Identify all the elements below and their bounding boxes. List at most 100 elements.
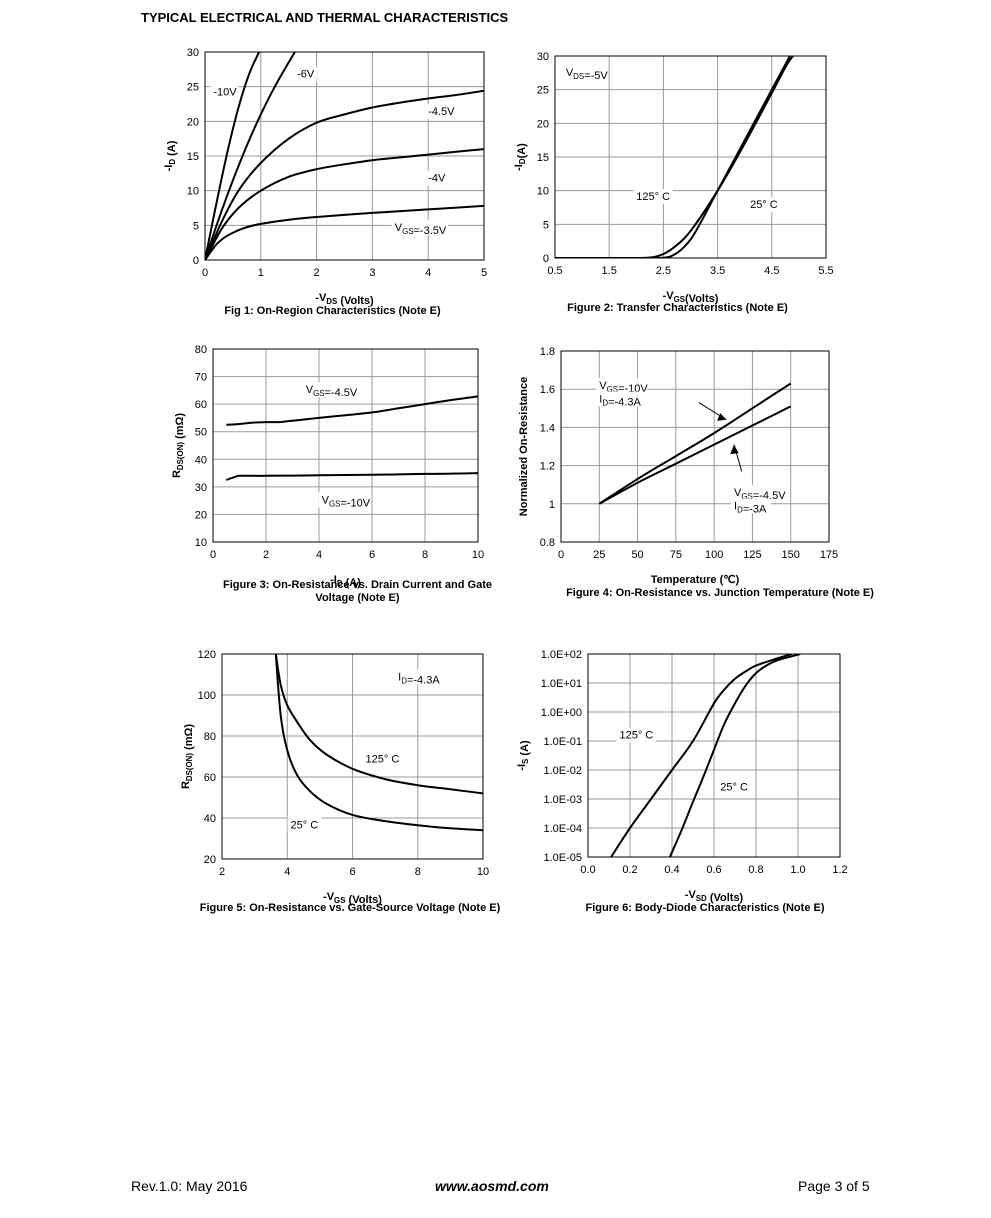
x-tick-label: 0.2 (622, 864, 637, 876)
y-tick-label: 1.2 (540, 461, 555, 473)
y-tick-label: 20 (537, 118, 549, 130)
y-tick-label: 70 (195, 372, 207, 384)
y-axis-label: -IS (A) (516, 740, 531, 771)
annotation-label: -10V (213, 87, 237, 99)
x-tick-label: 1.5 (602, 265, 617, 277)
series-line (205, 52, 261, 260)
annotation-label: VGS=-10V (322, 494, 371, 509)
annotation-label: 125° C (636, 191, 670, 203)
y-tick-label: 5 (193, 220, 199, 232)
annotation-label: -4V (428, 173, 446, 185)
series-line (274, 654, 483, 795)
y-axis-label: Normalized On-Resistance (518, 377, 530, 516)
x-tick-label: 5.5 (818, 265, 833, 277)
plot-frame (204, 51, 485, 261)
x-tick-label: 125 (743, 549, 761, 561)
plot-frame (587, 653, 841, 858)
annotation-label: ID=-4.3A (599, 394, 641, 409)
y-tick-label: 1.0E+02 (541, 649, 582, 661)
annotation-box (294, 66, 317, 82)
x-tick-label: 4.5 (764, 265, 779, 277)
annotation-box (633, 189, 673, 205)
x-tick-label: 10 (472, 549, 484, 561)
x-axis-label: -VGS(Volts) (663, 290, 719, 305)
x-axis-label: -VGS (Volts) (323, 891, 382, 906)
annotation-label: VGS=-4.5V (306, 384, 358, 399)
y-axis-label: RDS(ON) (mΩ) (171, 413, 186, 478)
annotation-box (596, 391, 648, 407)
series-line (274, 654, 483, 832)
fig5-caption: Figure 5: On-Resistance vs. Gate-Source … (199, 902, 501, 914)
annotation-box (318, 492, 370, 508)
y-tick-label: 1.4 (540, 422, 555, 434)
series-line (205, 148, 484, 260)
fig4-chart: 0 25 50 75 100 125 150 175 0.8 1 1.2 1.4 1.6 1.8 Tempe… (518, 346, 838, 586)
y-tick-label: 15 (537, 152, 549, 164)
x-tick-label: 8 (422, 549, 428, 561)
fig6-caption: Figure 6: Body-Diode Characteristics (No… (585, 902, 825, 914)
fig2-caption: Figure 2: Transfer Characteristics (Note… (567, 302, 788, 314)
x-tick-label: 2 (219, 866, 225, 878)
fig1-chart: 0 1 2 3 4 5 0 5 10 15 20 25 30 -VDS (Volts) -ID (A) -10… (163, 47, 487, 307)
y-tick-label: 80 (195, 344, 207, 356)
series-line (225, 472, 478, 481)
y-tick-label: 1.0E-04 (543, 823, 582, 835)
x-tick-label: 6 (349, 866, 355, 878)
y-tick-label: 25 (187, 82, 199, 94)
y-tick-label: 0.8 (540, 537, 555, 549)
x-tick-label: 4 (425, 267, 431, 279)
annotation-box (596, 378, 648, 394)
x-axis-label: Temperature (℃) (651, 574, 740, 586)
footer-website-link[interactable]: www.aosmd.com (435, 1178, 549, 1194)
y-tick-label: 1.0E+00 (541, 707, 582, 719)
x-tick-label: 3.5 (710, 265, 725, 277)
y-tick-label: 25 (537, 85, 549, 97)
x-tick-label: 6 (369, 549, 375, 561)
annotation-box (362, 751, 403, 767)
y-tick-label: 10 (187, 186, 199, 198)
annotation-box (425, 104, 460, 120)
y-tick-label: 30 (537, 51, 549, 63)
x-tick-label: 175 (820, 549, 838, 561)
annotation-label: 125° C (620, 730, 654, 742)
annotation-label: 25° C (720, 781, 748, 793)
y-tick-label: 50 (195, 427, 207, 439)
annotation-label: -6V (297, 69, 315, 81)
y-tick-label: 1.0E-01 (543, 736, 582, 748)
x-tick-label: 1.2 (832, 864, 847, 876)
y-tick-label: 20 (204, 854, 216, 866)
footer-page-number: Page 3 of 5 (798, 1178, 870, 1194)
x-tick-label: 0.8 (748, 864, 763, 876)
x-tick-label: 50 (631, 549, 643, 561)
annotation-label: 25° C (291, 819, 319, 831)
y-tick-label: 1.6 (540, 384, 555, 396)
x-tick-label: 5 (481, 267, 487, 279)
x-tick-label: 0.5 (547, 265, 562, 277)
plot-frame (212, 348, 479, 543)
series-line (555, 56, 795, 258)
x-tick-label: 25 (593, 549, 605, 561)
annotation-box (717, 779, 752, 795)
x-tick-label: 0.6 (706, 864, 721, 876)
x-tick-label: 0 (210, 549, 216, 561)
y-tick-label: 5 (543, 219, 549, 231)
x-tick-label: 100 (705, 549, 723, 561)
annotation-box (562, 65, 609, 81)
x-tick-label: 2 (314, 267, 320, 279)
plot-frame (560, 350, 830, 543)
x-axis-label: -ID (A) (330, 574, 361, 589)
y-tick-label: 1.0E+01 (541, 678, 582, 690)
y-tick-label: 20 (187, 116, 199, 128)
y-tick-label: 30 (195, 482, 207, 494)
y-axis-label: RDS(ON) (mΩ) (180, 724, 195, 789)
y-tick-label: 60 (204, 772, 216, 784)
x-axis-label: -VDS (Volts) (315, 292, 374, 307)
fig4-caption: Figure 4: On-Resistance vs. Junction Tem… (566, 587, 874, 599)
y-tick-label: 1.8 (540, 346, 555, 358)
y-tick-label: 0 (193, 255, 199, 267)
y-tick-label: 100 (198, 690, 216, 702)
x-tick-label: 0.4 (664, 864, 679, 876)
y-tick-label: 20 (195, 509, 207, 521)
series-line (555, 56, 792, 258)
y-tick-label: 1.0E-02 (543, 765, 582, 777)
